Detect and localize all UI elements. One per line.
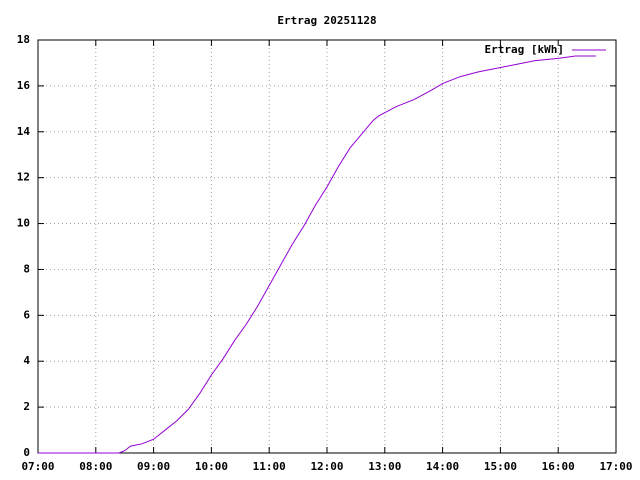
- y-tick-label: 2: [23, 400, 30, 413]
- x-tick-label: 17:00: [599, 460, 632, 473]
- legend-label: Ertrag [kWh]: [485, 43, 564, 56]
- y-tick-label: 8: [23, 262, 30, 275]
- x-tick-label: 12:00: [310, 460, 343, 473]
- y-tick-label: 18: [17, 33, 30, 46]
- y-tick-label: 0: [23, 446, 30, 459]
- x-tick-label: 15:00: [484, 460, 517, 473]
- y-tick-label: 10: [17, 217, 30, 230]
- x-tick-label: 14:00: [426, 460, 459, 473]
- y-tick-label: 14: [17, 125, 31, 138]
- y-tick-label: 4: [23, 354, 30, 367]
- x-tick-label: 11:00: [253, 460, 286, 473]
- x-tick-label: 07:00: [21, 460, 54, 473]
- series-line: [38, 55, 596, 454]
- x-tick-label: 16:00: [542, 460, 575, 473]
- y-tick-label: 6: [23, 308, 30, 321]
- x-tick-label: 13:00: [368, 460, 401, 473]
- chart-title: Ertrag 20251128: [277, 14, 376, 27]
- x-tick-label: 09:00: [137, 460, 170, 473]
- y-tick-label: 12: [17, 171, 30, 184]
- x-tick-label: 08:00: [79, 460, 112, 473]
- plot-border: [37, 39, 617, 454]
- y-tick-label: 16: [17, 79, 31, 92]
- x-tick-label: 10:00: [195, 460, 228, 473]
